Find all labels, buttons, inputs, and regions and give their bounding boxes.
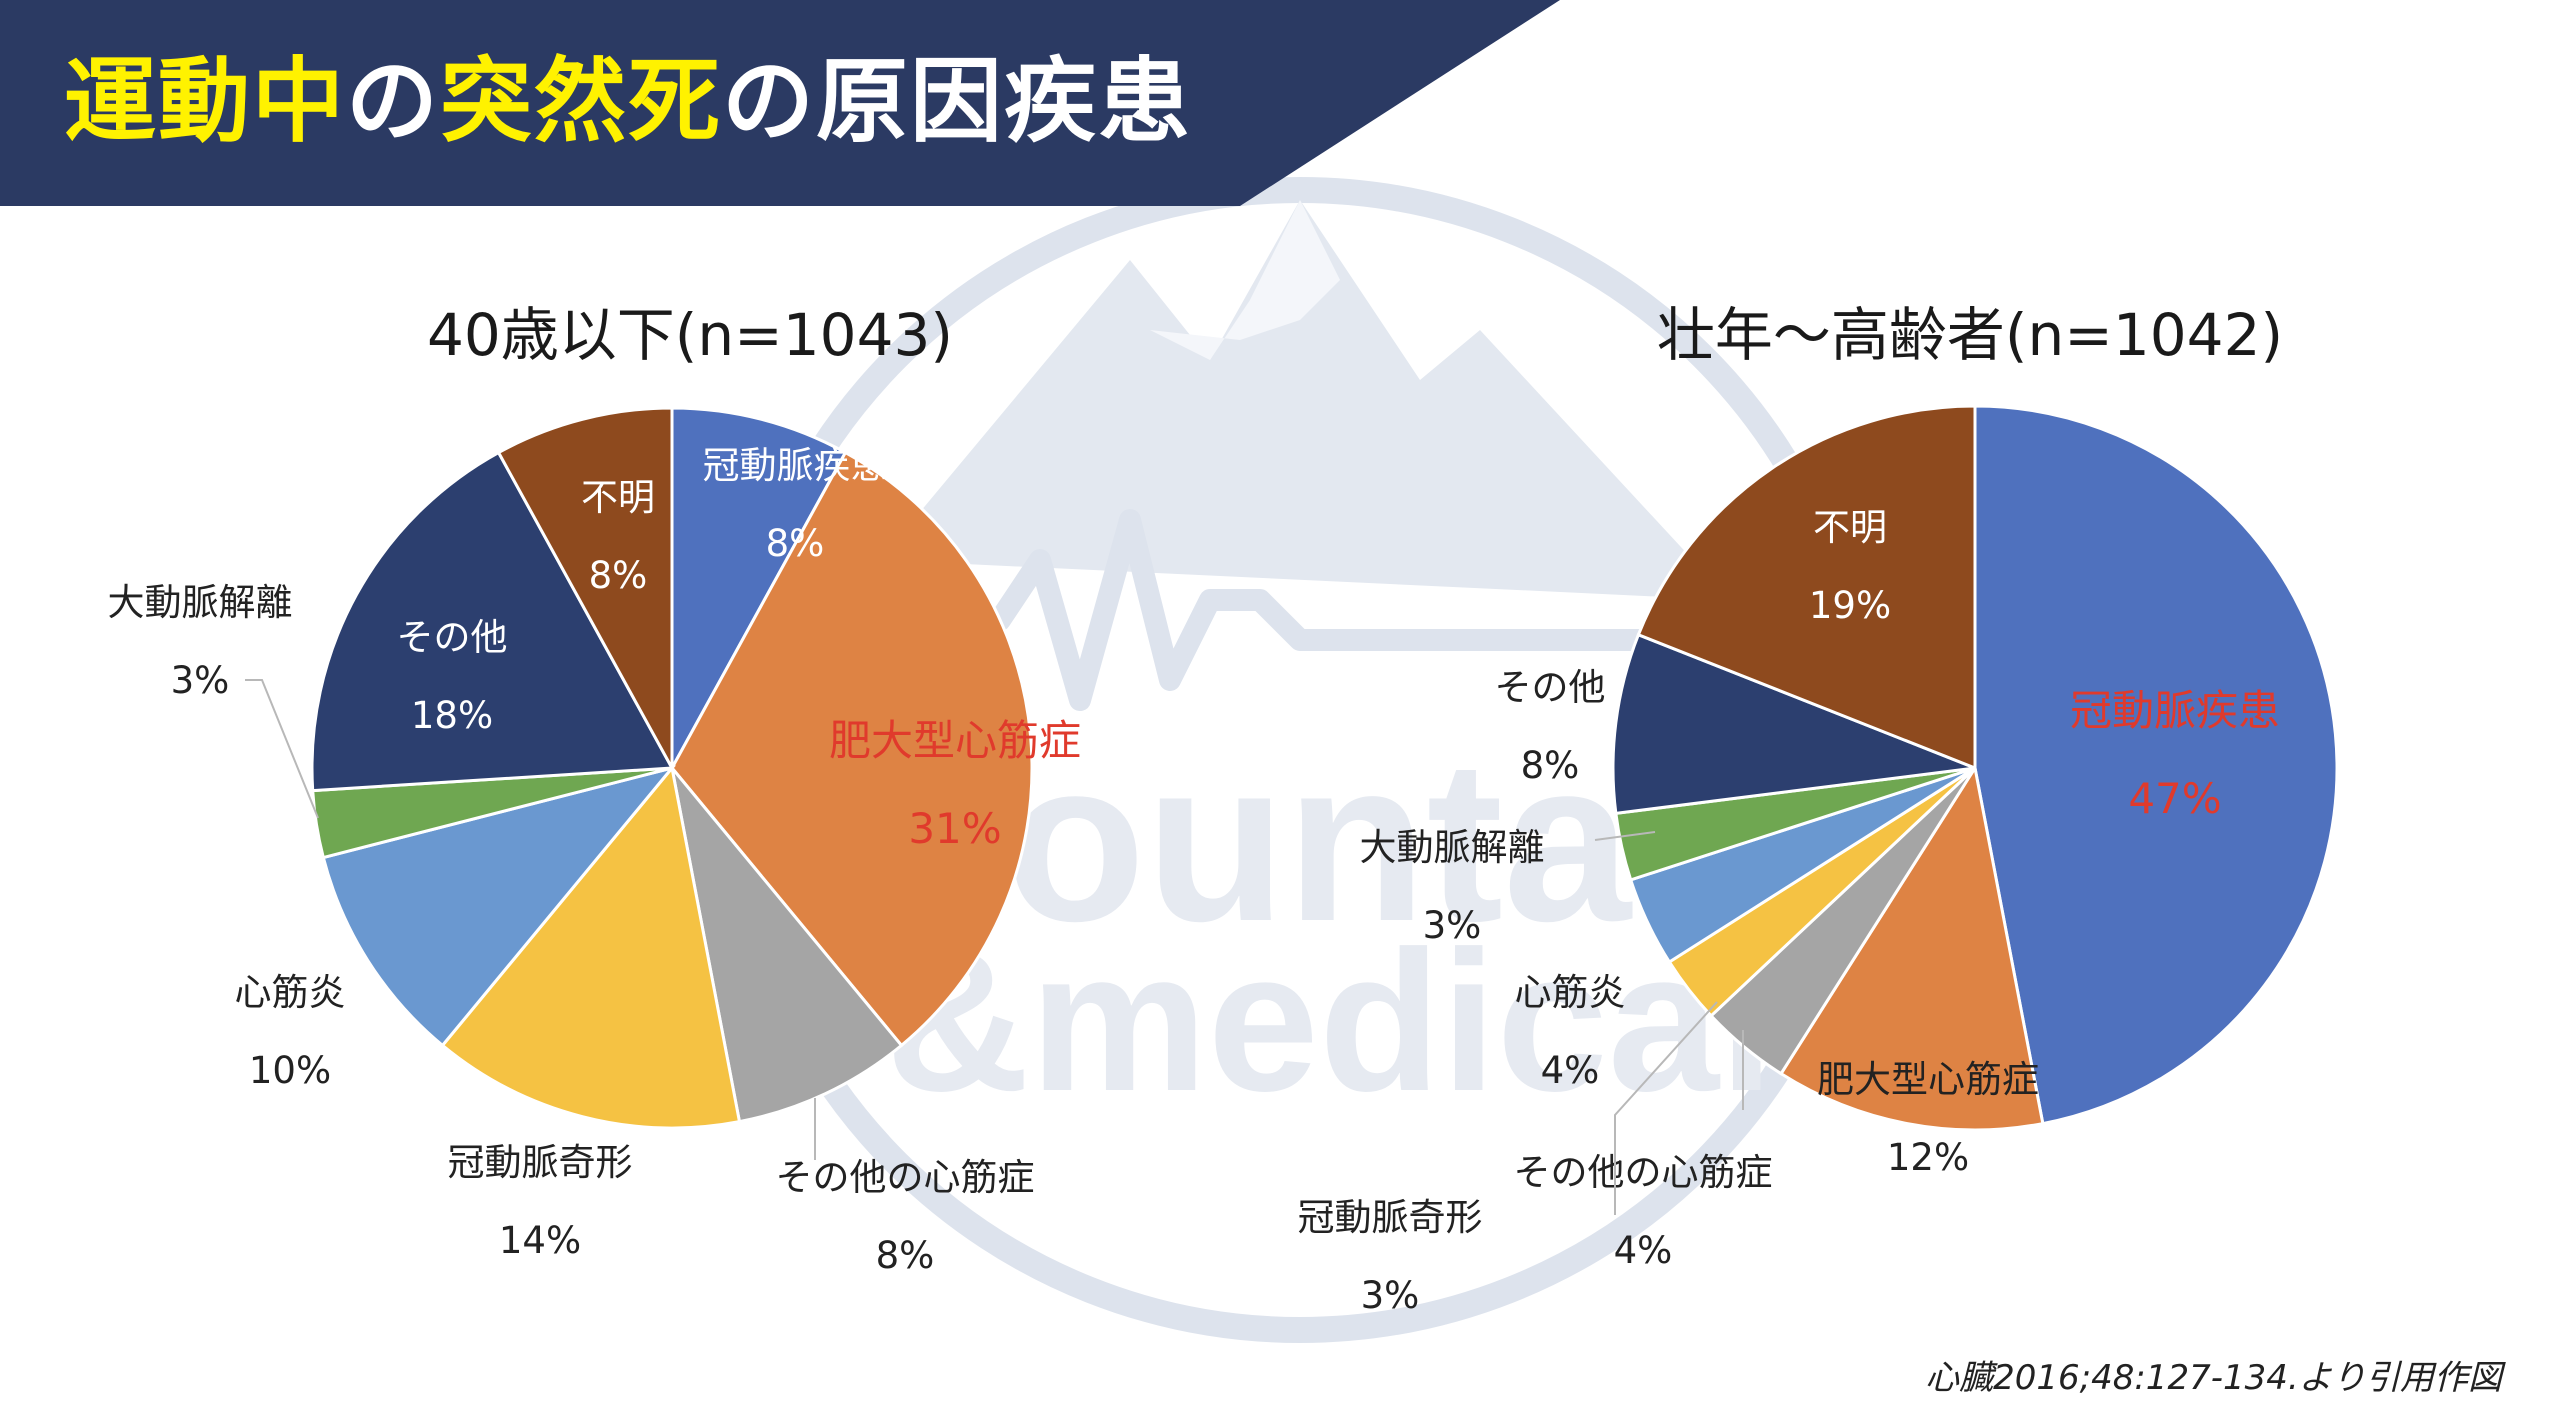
slice-percent: 18% <box>411 694 493 737</box>
leader-line <box>1614 1001 1718 1215</box>
slice-label: 大動脈解離 <box>1360 826 1545 869</box>
slice-percent: 3% <box>1423 904 1482 947</box>
title-segment: 運動中 <box>64 48 347 155</box>
slice-percent: 3% <box>1361 1274 1420 1317</box>
slice-label: 冠動脈奇形 <box>448 1141 633 1184</box>
left-chart-title: 40歳以下(n=1043) <box>426 301 954 369</box>
pie-slice <box>496 406 674 769</box>
pie-slice <box>1611 632 1976 816</box>
svg-text:ountai: ountai <box>1005 712 1695 969</box>
title-segment: の原因疾患 <box>722 48 1193 155</box>
slice-label: その他の心筋症 <box>1514 1151 1773 1194</box>
slice-percent: 8% <box>589 554 648 597</box>
slice-label: 冠動脈疾患 <box>2070 686 2280 735</box>
pie-slice <box>670 767 904 1124</box>
slice-percent: 8% <box>1521 744 1580 787</box>
slice-percent: 19% <box>1809 584 1891 627</box>
slice-label: 心筋炎 <box>235 971 346 1014</box>
pie-slice <box>1778 763 2045 1132</box>
pie-chart-under-40: 冠動脈疾患 8% 肥大型心筋症 31% その他の心筋症 8% 冠動脈奇形 14% 心筋炎 10% 大… <box>108 406 1081 1277</box>
slice-label: 心筋炎 <box>1515 971 1626 1014</box>
slice-percent: 8% <box>766 522 825 565</box>
slice-label: 冠動脈疾患 <box>703 444 888 487</box>
slice-percent: 12% <box>1887 1136 1969 1179</box>
slice-percent: 4% <box>1541 1049 1600 1092</box>
pie-slice <box>440 764 742 1130</box>
slice-label: 不明 <box>581 476 655 519</box>
pie-slice <box>310 450 675 793</box>
slice-percent: 8% <box>876 1234 935 1277</box>
pie-chart-middle-aged-elderly: 冠動脈疾患 47% 肥大型心筋症 12% その他の心筋症 4% 冠動脈奇形 3% 心筋炎 4% 大動… <box>1298 404 2339 1317</box>
leader-line <box>245 679 319 819</box>
slice-percent: 14% <box>499 1219 581 1262</box>
slice-label: その他 <box>1495 666 1606 709</box>
slice-label: 不明 <box>1813 506 1887 549</box>
slice-percent: 10% <box>249 1049 331 1092</box>
right-chart-title: 壮年～高齢者(n=1042) <box>1656 301 2284 369</box>
pie-slice <box>1973 404 2339 1126</box>
slice-label: その他の心筋症 <box>776 1156 1035 1199</box>
slice-percent: 4% <box>1614 1229 1673 1272</box>
title-banner <box>0 0 1560 206</box>
slice-percent: 3% <box>171 659 230 702</box>
slice-percent: 31% <box>908 804 1001 853</box>
pie-slice <box>670 406 848 769</box>
title-segment: の <box>346 48 441 155</box>
svg-text:&medical: &medical <box>885 910 1774 1133</box>
slide-title: 運動中の突然死の原因疾患 <box>64 42 1192 162</box>
title-segment: 突然死 <box>440 48 723 155</box>
citation-source: 心臓2016;48:127-134.より引用作図 <box>1925 1358 2502 1398</box>
slice-label: 肥大型心筋症 <box>1817 1058 2039 1101</box>
pie-slice <box>670 450 1034 1048</box>
slice-label: その他 <box>397 616 508 659</box>
pie-slice <box>1636 404 1977 771</box>
slice-label: 冠動脈奇形 <box>1298 1196 1483 1239</box>
leader-line <box>1594 831 1656 841</box>
slice-label: 大動脈解離 <box>108 581 293 624</box>
slice-label: 肥大型心筋症 <box>829 716 1081 765</box>
slice-percent: 47% <box>2128 774 2221 823</box>
pie-slice <box>321 765 677 1048</box>
